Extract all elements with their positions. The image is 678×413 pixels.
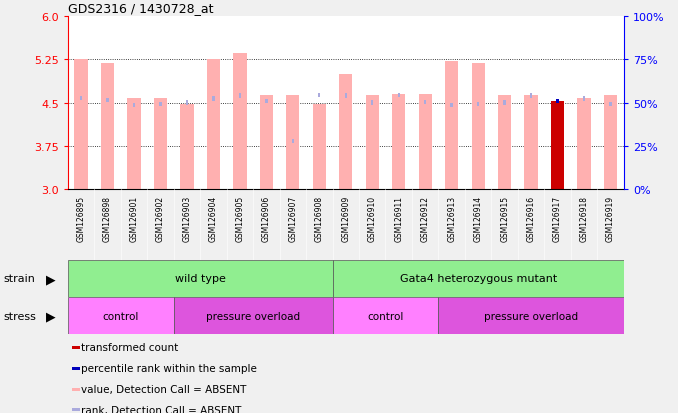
Bar (339, 74, 353, 190)
Text: stress: stress (3, 311, 36, 321)
Bar (75, 60, 87, 190)
Bar (68, 297, 174, 335)
Text: GSM126919: GSM126919 (606, 196, 615, 242)
Bar (101, 64, 114, 190)
Text: GSM126918: GSM126918 (580, 196, 589, 242)
Bar (154, 99, 167, 190)
Bar (313, 105, 326, 190)
Text: GSM126898: GSM126898 (103, 196, 112, 242)
Bar (207, 60, 220, 190)
Bar (72, 388, 80, 391)
Bar (498, 96, 511, 190)
Text: value, Detection Call = ABSENT: value, Detection Call = ABSENT (81, 384, 247, 394)
Bar (332, 260, 624, 297)
Bar (424, 101, 426, 105)
Text: ▶: ▶ (46, 272, 56, 285)
Bar (551, 102, 564, 190)
Bar (233, 54, 247, 190)
Text: GSM126913: GSM126913 (447, 196, 456, 242)
Bar (239, 94, 241, 98)
Bar (583, 97, 585, 101)
Text: GSM126910: GSM126910 (367, 196, 377, 242)
Text: GSM126911: GSM126911 (394, 196, 403, 242)
Bar (439, 297, 624, 335)
Bar (525, 96, 538, 190)
Bar (72, 408, 80, 411)
Bar (332, 297, 439, 335)
Bar (265, 100, 268, 104)
Bar (504, 101, 506, 105)
Bar (578, 99, 591, 190)
Bar (286, 96, 300, 190)
Bar (365, 96, 379, 190)
Bar (530, 94, 532, 98)
Bar (80, 97, 82, 101)
Bar (604, 96, 617, 190)
Bar (344, 94, 347, 98)
Bar (292, 140, 294, 144)
Bar (106, 98, 108, 102)
Text: GSM126916: GSM126916 (527, 196, 536, 242)
Text: GSM126914: GSM126914 (474, 196, 483, 242)
Text: rank, Detection Call = ABSENT: rank, Detection Call = ABSENT (81, 405, 241, 413)
Text: GSM126908: GSM126908 (315, 196, 324, 242)
Bar (445, 62, 458, 190)
Bar (72, 367, 80, 370)
Bar (371, 101, 374, 105)
Text: GSM126895: GSM126895 (77, 196, 85, 242)
Text: GSM126915: GSM126915 (500, 196, 509, 242)
Text: GSM126907: GSM126907 (288, 196, 298, 242)
Text: GDS2316 / 1430728_at: GDS2316 / 1430728_at (68, 2, 214, 15)
Text: GSM126901: GSM126901 (129, 196, 138, 242)
Bar (450, 104, 453, 108)
Text: control: control (367, 311, 403, 321)
Bar (68, 260, 332, 297)
Bar (174, 297, 332, 335)
Bar (127, 99, 140, 190)
Text: GSM126905: GSM126905 (235, 196, 244, 242)
Text: GSM126904: GSM126904 (209, 196, 218, 242)
Text: transformed count: transformed count (81, 343, 178, 353)
Bar (133, 104, 135, 108)
Bar (397, 94, 400, 98)
Bar (72, 346, 80, 349)
Bar (159, 103, 161, 107)
Bar (212, 97, 215, 101)
Bar (471, 64, 485, 190)
Text: pressure overload: pressure overload (484, 311, 578, 321)
Bar (610, 102, 612, 107)
Text: wild type: wild type (175, 274, 226, 284)
Text: strain: strain (3, 274, 35, 284)
Bar (186, 101, 188, 105)
Bar (557, 100, 559, 104)
Text: GSM126902: GSM126902 (156, 196, 165, 242)
Bar (260, 96, 273, 190)
Text: ▶: ▶ (46, 309, 56, 323)
Text: Gata4 heterozygous mutant: Gata4 heterozygous mutant (399, 274, 557, 284)
Text: GSM126903: GSM126903 (182, 196, 191, 242)
Bar (477, 103, 479, 107)
Bar (418, 95, 432, 190)
Bar (392, 95, 405, 190)
Bar (180, 104, 193, 190)
Bar (318, 94, 321, 98)
Text: pressure overload: pressure overload (206, 311, 300, 321)
Text: GSM126909: GSM126909 (341, 196, 351, 242)
Text: percentile rank within the sample: percentile rank within the sample (81, 363, 257, 373)
Text: GSM126912: GSM126912 (421, 196, 430, 242)
Text: control: control (102, 311, 139, 321)
Text: GSM126906: GSM126906 (262, 196, 271, 242)
Text: GSM126917: GSM126917 (553, 196, 562, 242)
